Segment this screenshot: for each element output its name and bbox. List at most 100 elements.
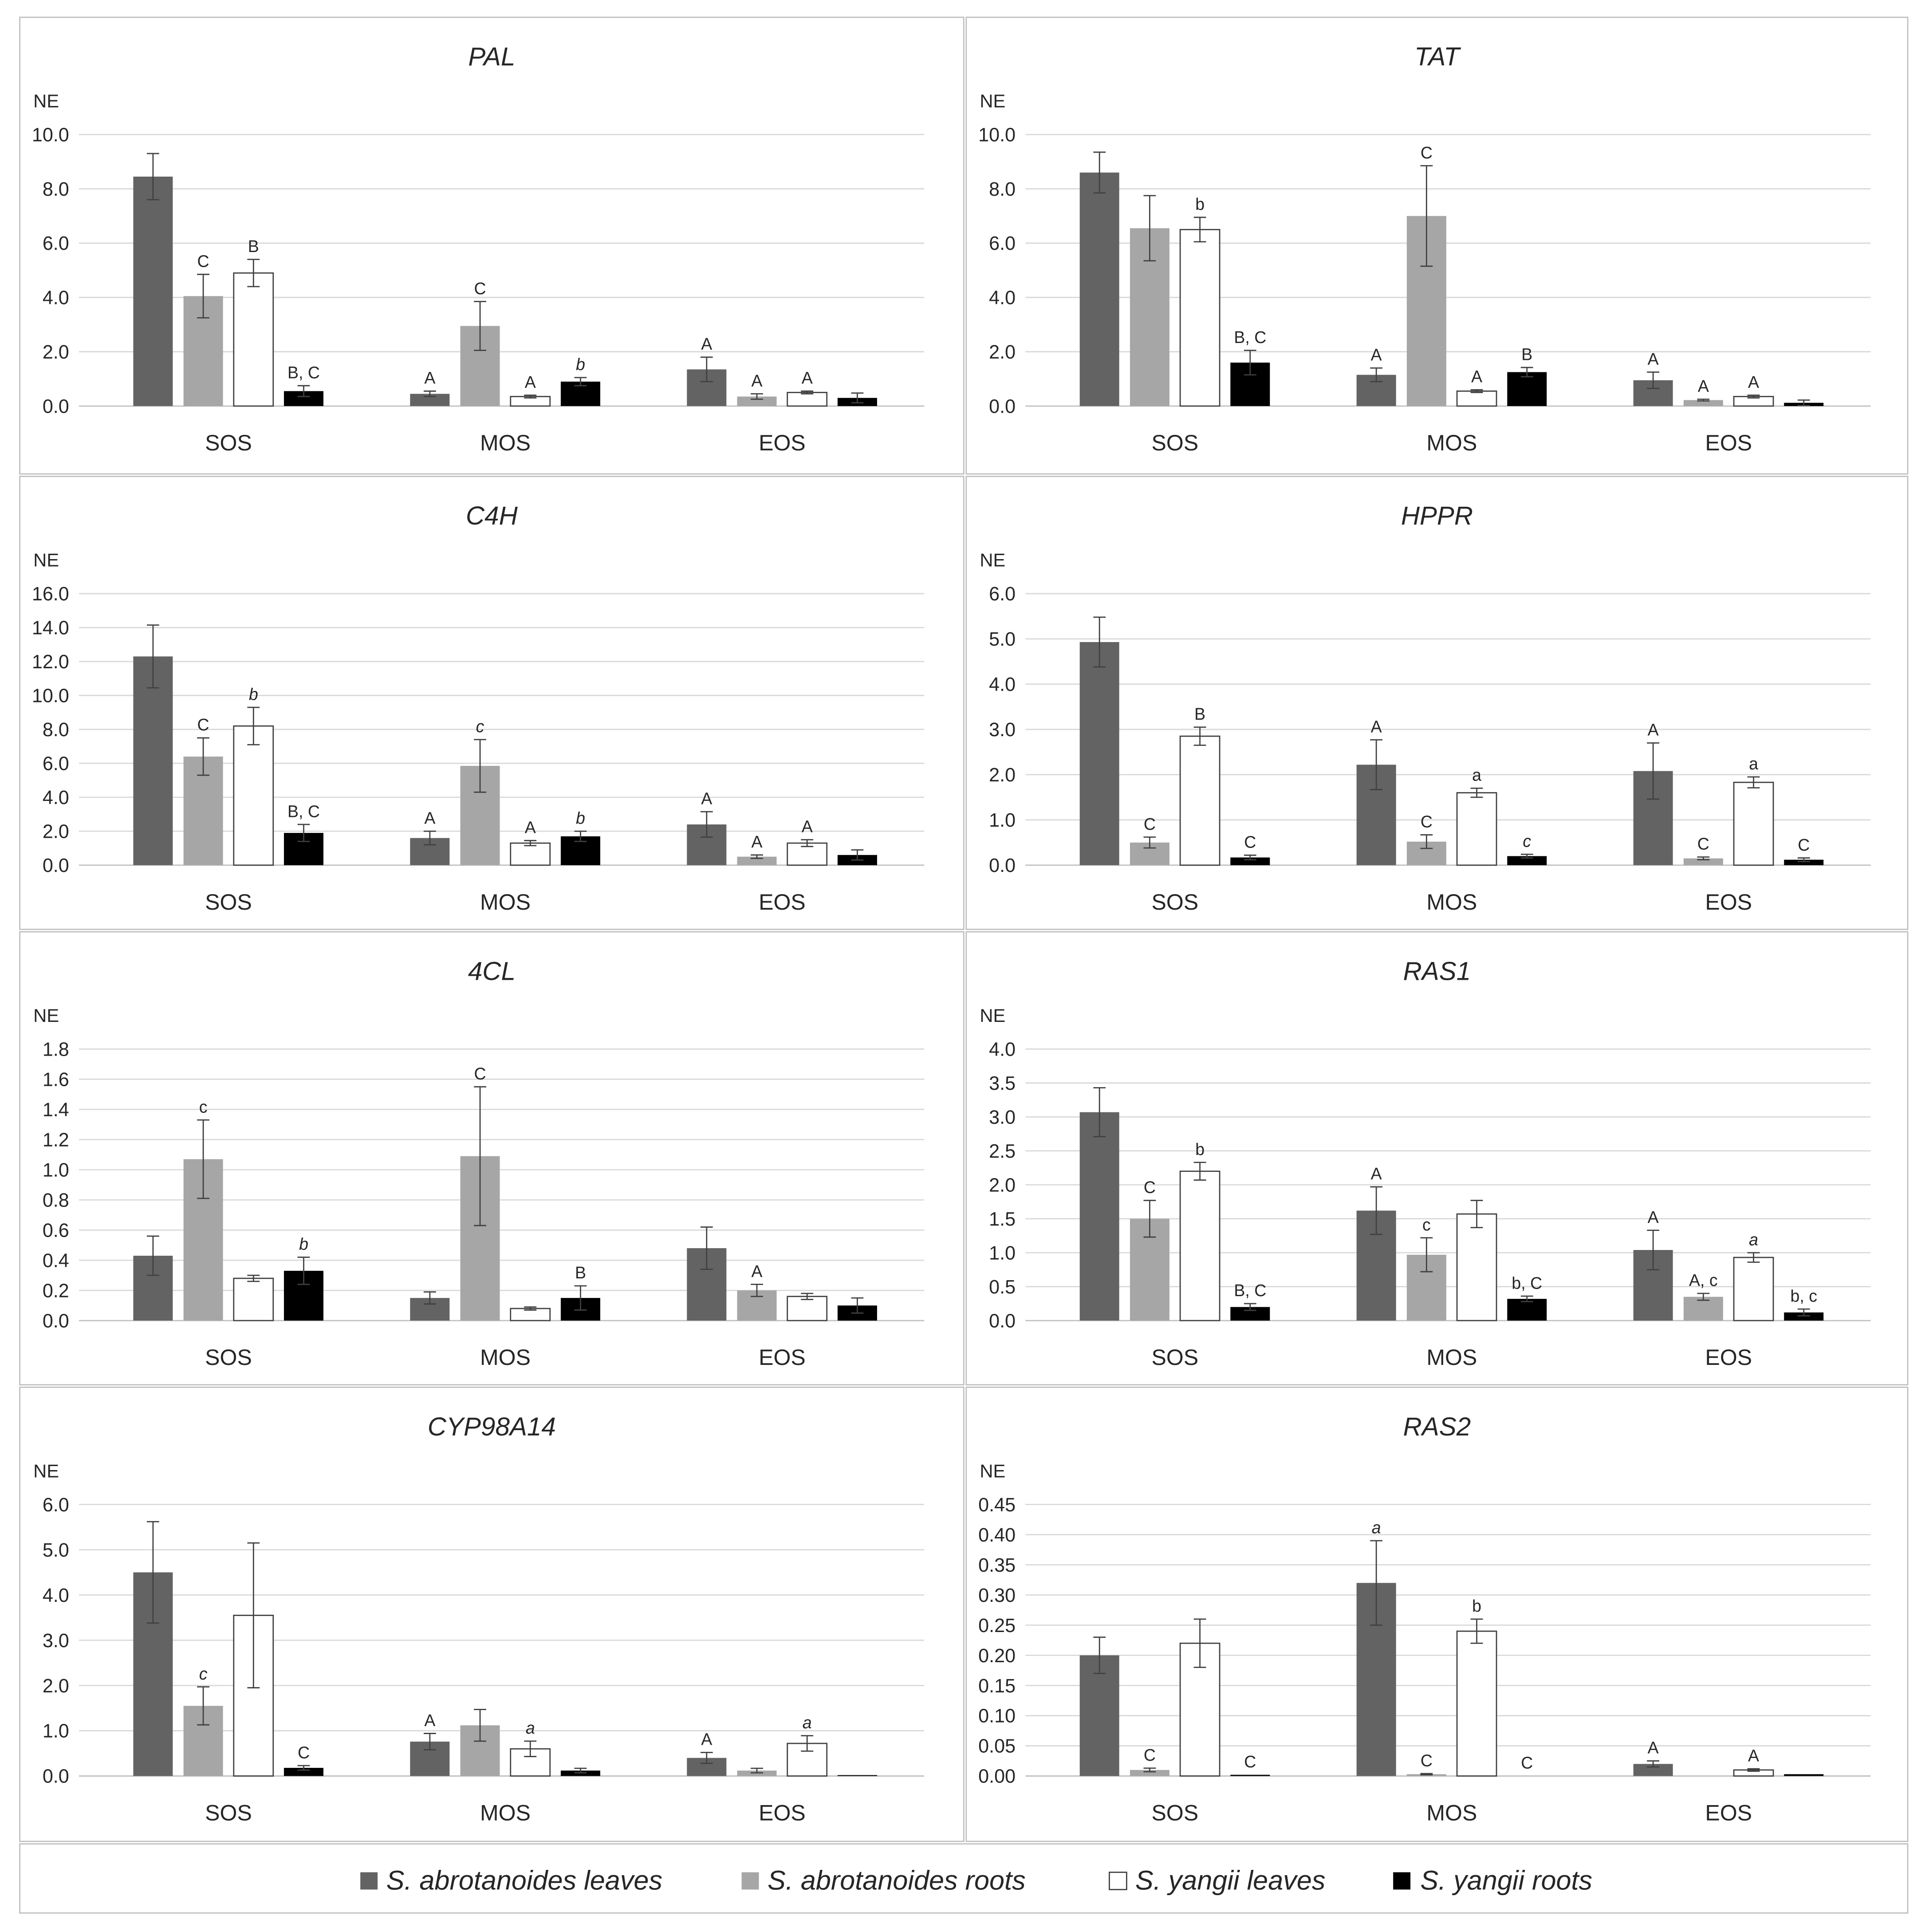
- category-label-pal-sos: SOS: [205, 430, 252, 455]
- y-tick-label-hppr: 2.0: [989, 765, 1016, 786]
- error-bar-ras2-sos-abrotanoides-roots: [1143, 1767, 1156, 1773]
- error-bar-4cl-sos-abrotanoides-leaves: [146, 1235, 159, 1276]
- error-bar-tat-mos-yangii-roots: [1520, 367, 1533, 378]
- y-axis-label-cyp98a14: NE: [33, 1460, 59, 1481]
- legend-label-abrotanoides-roots: S. abrotanoides roots: [768, 1865, 1026, 1895]
- error-bar-hppr-mos-abrotanoides-roots: [1420, 834, 1433, 849]
- category-label-ras1-eos: EOS: [1705, 1345, 1752, 1370]
- significance-label-ras2-eos-abrotanoides-leaves: A: [1648, 1739, 1659, 1757]
- y-tick-label-4cl: 0.4: [43, 1250, 69, 1271]
- significance-label-hppr-mos-yangii-leaves: a: [1472, 766, 1481, 785]
- y-tick-label-c4h: 2.0: [43, 821, 69, 843]
- error-bar-ras1-eos-abrotanoides-leaves: [1647, 1230, 1660, 1270]
- significance-label-hppr-mos-abrotanoides-leaves: A: [1371, 718, 1382, 736]
- bar-4cl-sos-yangii-leaves: [233, 1277, 274, 1321]
- significance-label-c4h-eos-abrotanoides-roots: A: [752, 832, 763, 851]
- category-label-c4h-sos: SOS: [205, 890, 252, 915]
- error-bar-cyp98a14-mos-yangii-roots: [574, 1767, 587, 1774]
- y-tick-label-c4h: 6.0: [43, 753, 69, 775]
- significance-label-tat-eos-yangii-leaves: A: [1748, 373, 1759, 391]
- chart-panel-ras2: RAS2 NE 0.00 0.05 0.10 0.15 0.20 0.25 0.30 0.35 0.…: [965, 1386, 1909, 1842]
- significance-label-ras1-sos-yangii-leaves: b: [1195, 1140, 1205, 1159]
- significance-label-tat-sos-yangii-roots: B, C: [1234, 328, 1266, 347]
- y-tick-label-ras2: 0.30: [978, 1585, 1016, 1606]
- y-tick-label-ras1: 3.5: [989, 1073, 1016, 1094]
- error-bar-pal-sos-yangii-leaves: [247, 259, 260, 288]
- significance-label-ras1-eos-yangii-roots: b, c: [1791, 1286, 1818, 1305]
- significance-label-hppr-eos-abrotanoides-leaves: A: [1648, 721, 1659, 739]
- significance-label-c4h-sos-yangii-leaves: b: [249, 685, 258, 703]
- y-tick-label-ras1: 2.0: [989, 1175, 1016, 1196]
- error-bar-pal-mos-abrotanoides-leaves: [423, 390, 436, 398]
- error-bar-4cl-sos-yangii-roots: [297, 1256, 310, 1285]
- significance-label-4cl-sos-yangii-roots: b: [299, 1235, 308, 1254]
- error-bar-pal-eos-yangii-roots: [851, 392, 864, 404]
- y-tick-label-hppr: 5.0: [989, 629, 1016, 650]
- y-tick-label-cyp98a14: 5.0: [43, 1540, 69, 1561]
- significance-label-c4h-mos-yangii-roots: b: [576, 809, 585, 828]
- error-bar-c4h-eos-yangii-leaves: [801, 839, 814, 848]
- significance-label-4cl-sos-abrotanoides-roots: c: [199, 1097, 208, 1116]
- error-bar-c4h-eos-abrotanoides-roots: [751, 854, 763, 859]
- error-bar-ras2-sos-yangii-leaves: [1193, 1618, 1206, 1668]
- error-bar-c4h-sos-yangii-roots: [297, 824, 310, 842]
- error-bar-c4h-sos-yangii-leaves: [247, 706, 260, 745]
- bar-hppr-sos-abrotanoides-leaves: [1079, 642, 1119, 865]
- bar-ras1-eos-yangii-leaves: [1733, 1257, 1774, 1321]
- bar-hppr-mos-yangii-roots: [1507, 856, 1547, 865]
- category-label-hppr-sos: SOS: [1152, 890, 1199, 915]
- y-tick-label-c4h: 10.0: [32, 686, 69, 707]
- y-tick-label-cyp98a14: 3.0: [43, 1630, 69, 1652]
- error-bar-hppr-mos-abrotanoides-leaves: [1370, 739, 1383, 790]
- error-bar-ras1-sos-abrotanoides-leaves: [1093, 1087, 1106, 1137]
- y-tick-label-4cl: 0.8: [43, 1190, 69, 1211]
- y-tick-label-cyp98a14: 4.0: [43, 1585, 69, 1606]
- y-tick-label-ras2: 0.40: [978, 1525, 1016, 1546]
- bar-hppr-eos-yangii-leaves: [1733, 781, 1774, 866]
- significance-label-ras2-sos-abrotanoides-roots: C: [1144, 1746, 1156, 1764]
- error-bar-pal-mos-abrotanoides-roots: [474, 301, 486, 351]
- error-bar-ras2-eos-yangii-leaves: [1747, 1768, 1760, 1772]
- significance-label-ras1-mos-yangii-roots: b, C: [1512, 1274, 1542, 1292]
- significance-label-ras2-mos-abrotanoides-leaves: a: [1372, 1518, 1381, 1537]
- significance-label-ras2-sos-yangii-roots: C: [1244, 1752, 1256, 1771]
- error-bar-hppr-eos-yangii-roots: [1797, 857, 1810, 862]
- error-bar-cyp98a14-mos-abrotanoides-leaves: [423, 1733, 436, 1751]
- y-axis-label-c4h: NE: [33, 550, 59, 571]
- y-axis-label-4cl: NE: [33, 1005, 59, 1026]
- category-label-ras2-eos: EOS: [1705, 1801, 1752, 1826]
- error-bar-tat-eos-abrotanoides-leaves: [1647, 371, 1660, 389]
- error-bar-ras1-eos-yangii-leaves: [1747, 1252, 1760, 1263]
- y-tick-label-hppr: 0.0: [989, 855, 1016, 876]
- category-label-4cl-eos: EOS: [759, 1345, 806, 1370]
- error-bar-tat-mos-abrotanoides-leaves: [1370, 367, 1383, 382]
- significance-label-ras1-sos-abrotanoides-roots: C: [1144, 1178, 1156, 1197]
- y-tick-label-4cl: 1.4: [43, 1099, 69, 1120]
- legend-swatch-abrotanoides-leaves: [360, 1872, 378, 1890]
- legend-swatch-abrotanoides-roots: [741, 1872, 759, 1890]
- y-tick-label-cyp98a14: 6.0: [43, 1494, 69, 1516]
- error-bar-cyp98a14-sos-yangii-roots: [297, 1765, 310, 1771]
- y-tick-label-ras1: 1.0: [989, 1242, 1016, 1264]
- significance-label-4cl-eos-abrotanoides-roots: A: [752, 1262, 763, 1281]
- error-bar-hppr-sos-abrotanoides-leaves: [1093, 616, 1106, 668]
- y-tick-label-pal: 10.0: [32, 124, 69, 146]
- bar-ras2-sos-abrotanoides-roots: [1130, 1770, 1169, 1776]
- bar-c4h-mos-yangii-leaves: [510, 842, 551, 866]
- significance-label-c4h-sos-abrotanoides-roots: C: [197, 715, 209, 734]
- error-bar-cyp98a14-sos-abrotanoides-leaves: [146, 1521, 159, 1624]
- category-label-pal-eos: EOS: [759, 430, 806, 455]
- y-tick-label-c4h: 12.0: [32, 651, 69, 673]
- y-tick-label-tat: 2.0: [989, 342, 1016, 363]
- significance-label-c4h-sos-yangii-roots: B, C: [287, 802, 320, 820]
- significance-label-pal-eos-abrotanoides-leaves: A: [701, 335, 712, 353]
- significance-label-c4h-mos-abrotanoides-roots: c: [476, 717, 484, 736]
- y-tick-label-cyp98a14: 2.0: [43, 1676, 69, 1697]
- category-label-c4h-eos: EOS: [759, 890, 806, 915]
- bar-c4h-eos-abrotanoides-roots: [737, 856, 777, 865]
- y-tick-label-pal: 6.0: [43, 233, 69, 254]
- significance-label-cyp98a14-mos-yangii-leaves: a: [526, 1719, 535, 1737]
- error-bar-cyp98a14-sos-abrotanoides-roots: [197, 1686, 210, 1726]
- y-tick-label-tat: 10.0: [978, 124, 1016, 146]
